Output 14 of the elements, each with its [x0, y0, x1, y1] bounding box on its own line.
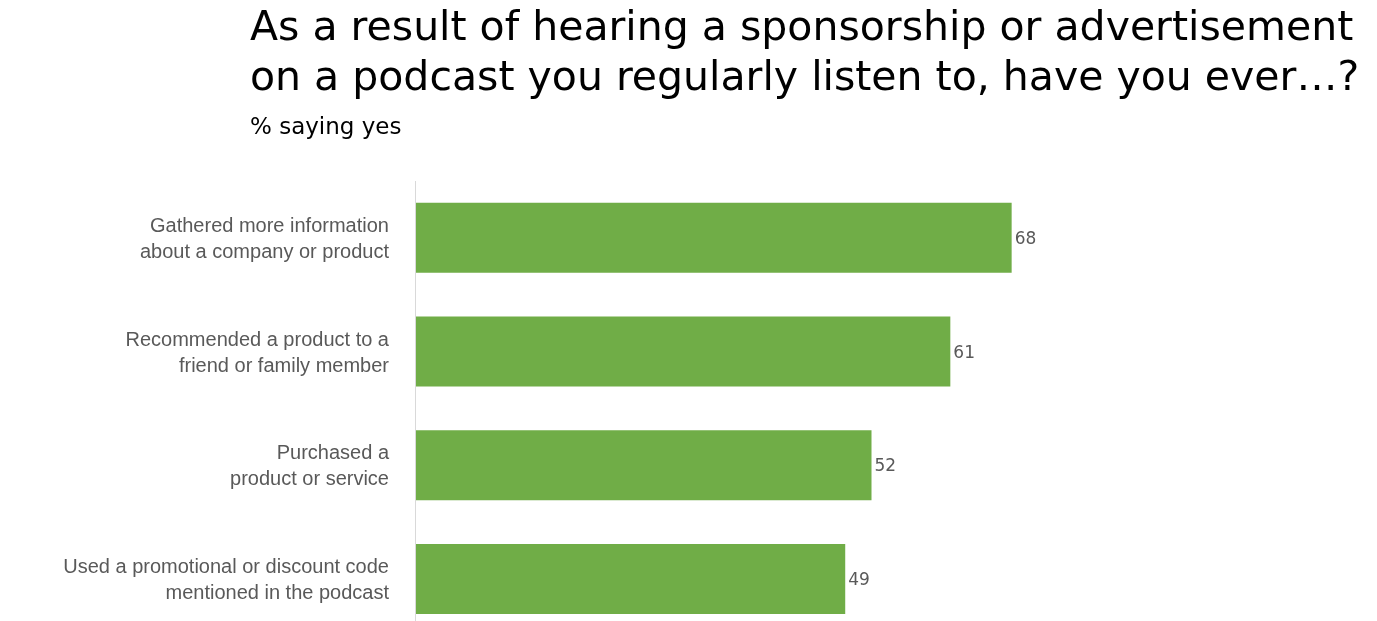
y-tick-label: Purchased a product or service: [230, 441, 390, 490]
data-label: 68: [1014, 227, 1037, 248]
bar: [416, 543, 846, 614]
bar: [416, 316, 951, 387]
chart-title: As a result of hearing a sponsorship or advertisement on a podcast you regularly listen to, have you ever…?: [250, 1, 1360, 101]
y-tick-label: Used a promotional or discount code mentioned in the podcast: [63, 554, 390, 603]
bar: [416, 202, 1012, 273]
data-label: 52: [874, 455, 897, 476]
chart-subtitle: % saying yes: [250, 112, 403, 140]
data-label: 49: [848, 568, 870, 589]
bar: [416, 430, 872, 501]
data-label: 61: [953, 341, 975, 362]
y-tick-label: Gathered more information about a company or product: [139, 213, 390, 262]
y-tick-label: Recommended a product to a friend or family member: [125, 327, 390, 376]
